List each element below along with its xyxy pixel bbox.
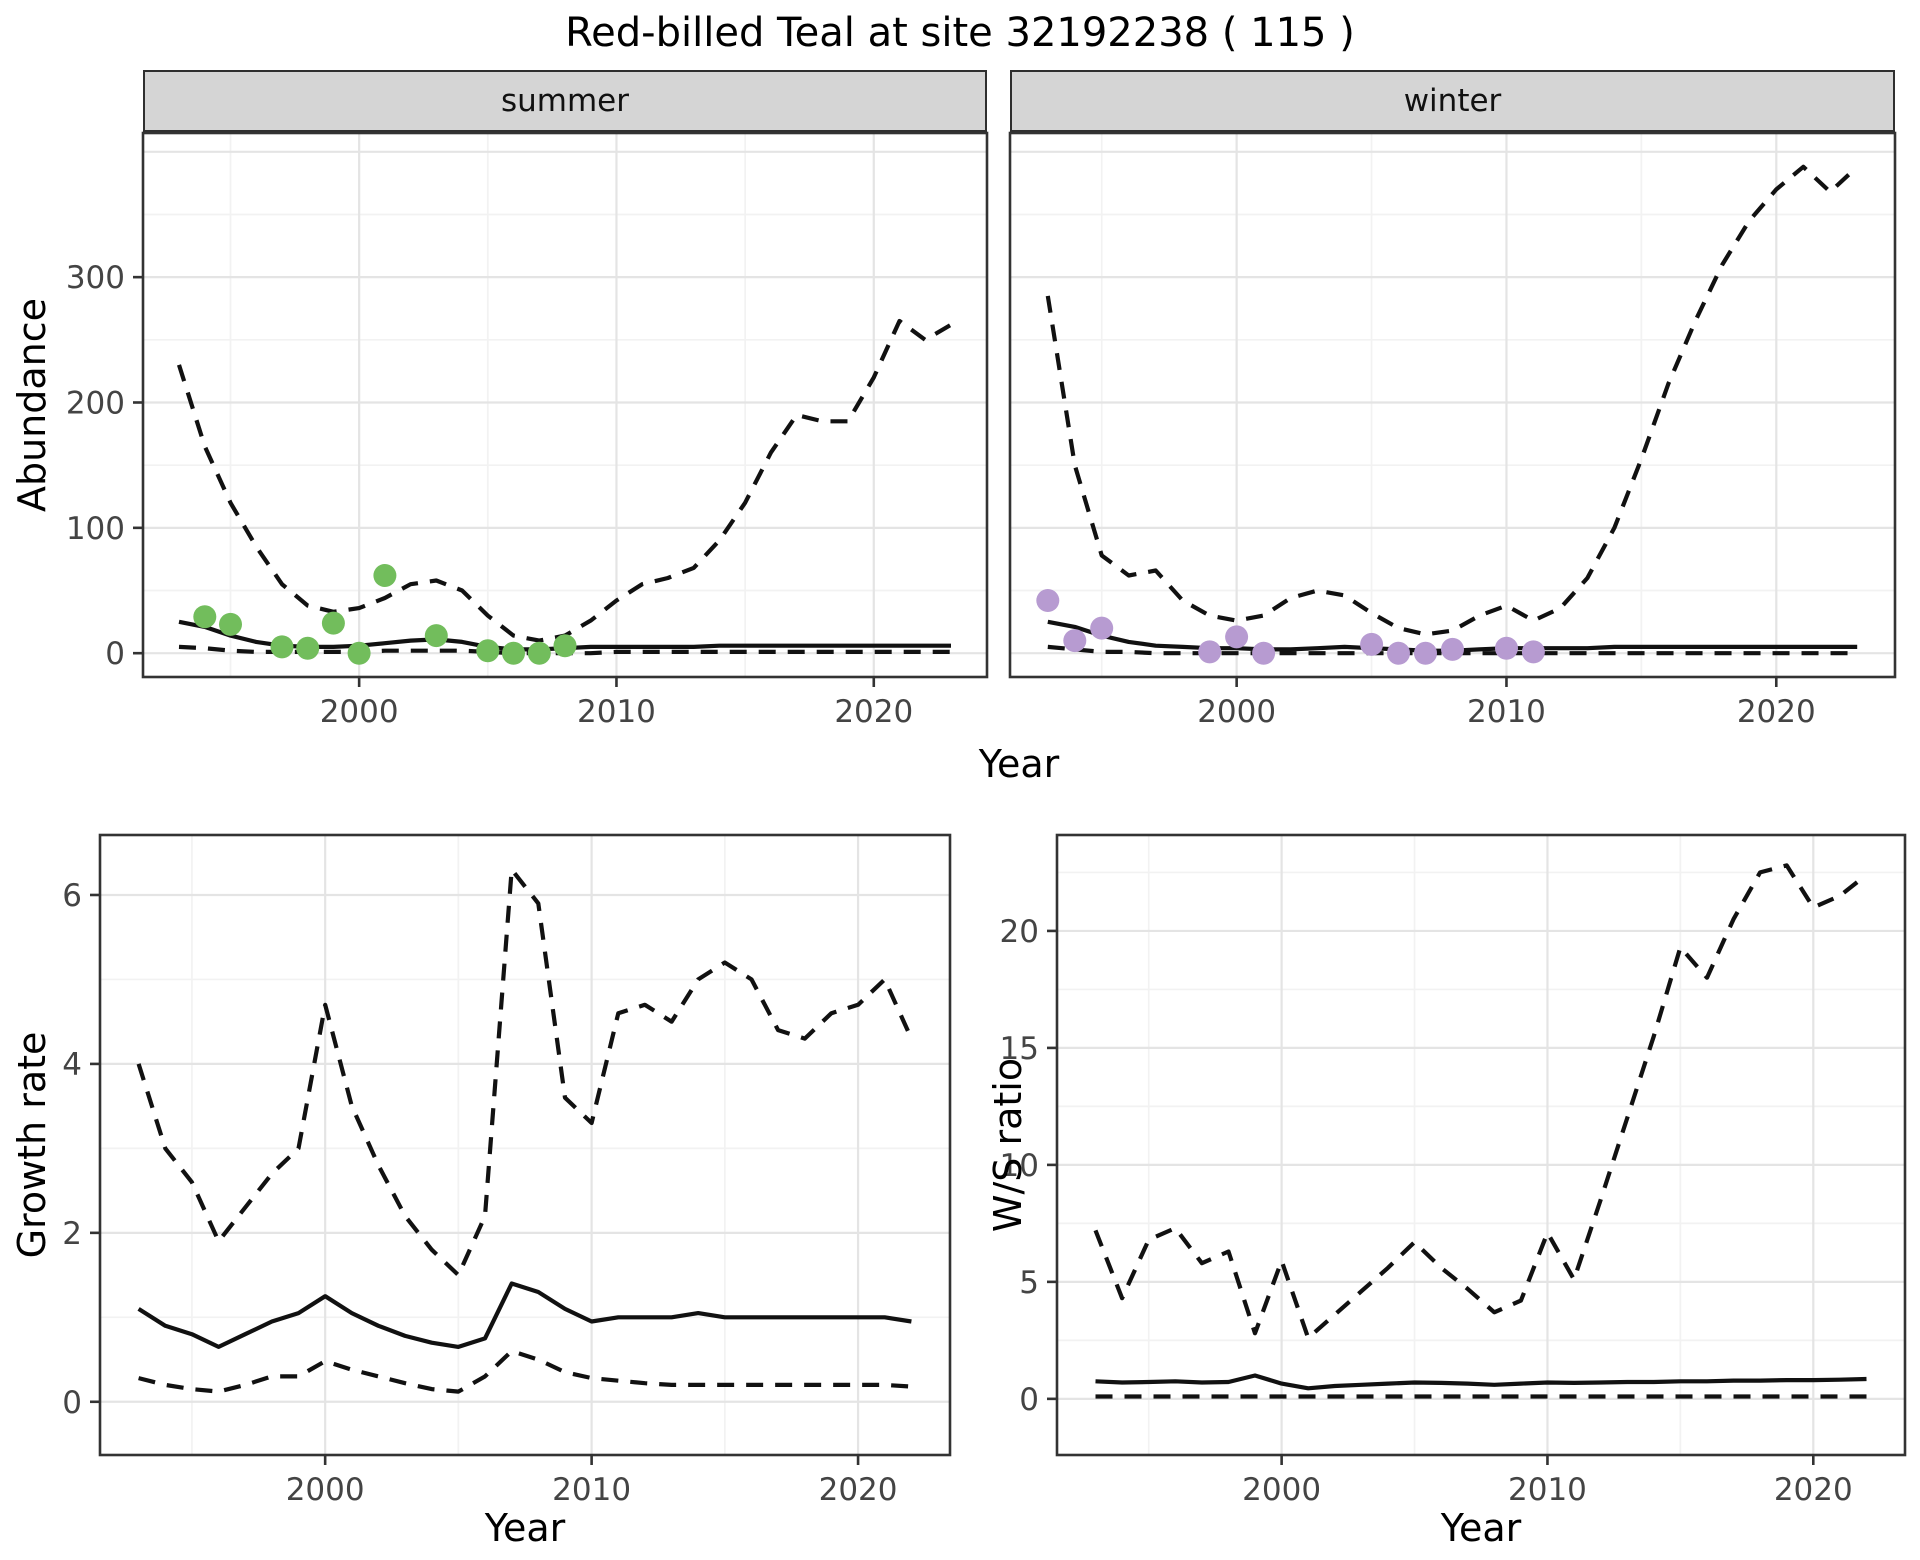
data-point <box>1225 625 1249 649</box>
x-tick-label: 2000 <box>1197 694 1276 730</box>
x-tick-label: 2000 <box>1242 1472 1321 1508</box>
y-axis-title-abundance: Abundance <box>10 297 54 513</box>
series-lower-ci <box>138 1349 912 1394</box>
observed-counts <box>193 564 577 665</box>
data-point <box>373 564 397 587</box>
data-point <box>1252 641 1276 665</box>
facet-strip-summer-label: summer <box>500 83 629 119</box>
facet-strip-winter-label: winter <box>1403 83 1502 119</box>
y-axis-title-growth-rate: Growth rate <box>10 1031 54 1259</box>
data-point <box>1414 641 1437 665</box>
panel-summer-abundance: 2000 2010 2020 0 100 200 300 <box>66 131 989 730</box>
data-point <box>1521 640 1545 664</box>
y-tick-label: 0 <box>62 1385 82 1421</box>
observed-counts <box>1036 589 1545 665</box>
x-tick-label: 2020 <box>1774 1472 1853 1508</box>
data-point <box>502 641 525 665</box>
x-tick-label: 2020 <box>834 694 913 730</box>
data-point <box>296 636 320 660</box>
data-point <box>527 641 551 665</box>
data-point <box>424 624 448 648</box>
data-point <box>1198 640 1222 664</box>
y-tick-label: 0 <box>1019 1382 1039 1418</box>
x-tick-label: 2010 <box>552 1472 631 1508</box>
data-point <box>1360 632 1384 656</box>
data-point <box>1495 636 1518 660</box>
series-upper-ci <box>176 318 953 643</box>
y-tick-label: 5 <box>1019 1265 1039 1301</box>
series-median <box>137 1281 912 1349</box>
data-point <box>321 611 345 635</box>
data-point <box>193 605 217 629</box>
y-tick-label: 10 <box>1000 1148 1039 1184</box>
data-point <box>1441 637 1464 661</box>
data-point <box>1090 616 1114 640</box>
data-point <box>347 641 371 665</box>
data-point <box>1387 641 1410 665</box>
x-tick-label: 2000 <box>320 694 399 730</box>
x-tick-label: 2010 <box>1508 1472 1587 1508</box>
panel-growth-rate: 2000 2010 2020 0 2 4 6 <box>62 833 952 1508</box>
y-tick-label: 200 <box>66 385 125 421</box>
y-tick-label: 300 <box>66 260 125 296</box>
series-upper-ci <box>1045 164 1859 637</box>
x-tick-label: 2010 <box>577 694 656 730</box>
series-median <box>1095 1373 1867 1391</box>
facet-strip-summer: summer <box>143 70 987 132</box>
data-point <box>219 612 242 636</box>
y-tick-label: 100 <box>66 511 125 547</box>
x-tick-label: 2020 <box>819 1472 898 1508</box>
panel-ws-ratio: 2000 2010 2020 0 5 10 15 20 <box>1000 833 1907 1508</box>
series-lower-ci <box>1047 644 1858 656</box>
y-axis-title-ws-ratio: W/S ratio <box>986 1057 1030 1233</box>
data-point <box>270 635 294 659</box>
facet-strip-winter: winter <box>1010 70 1895 132</box>
series-upper-ci <box>136 867 914 1278</box>
data-point <box>553 634 577 658</box>
x-tick-label: 2010 <box>1467 694 1546 730</box>
y-tick-label: 0 <box>105 636 125 672</box>
x-tick-label: 2020 <box>1737 694 1816 730</box>
y-tick-label: 6 <box>62 878 82 914</box>
y-tick-label: 15 <box>1000 1031 1039 1067</box>
y-tick-label: 4 <box>62 1047 82 1083</box>
x-tick-label: 2000 <box>286 1472 365 1508</box>
series-upper-ci <box>1093 863 1868 1341</box>
y-tick-label: 2 <box>62 1216 82 1252</box>
data-point <box>1063 629 1087 653</box>
panel-winter-abundance: 2000 2010 2020 <box>1008 131 1897 730</box>
data-point <box>1036 589 1060 612</box>
x-axis-title-year-ws: Year <box>1440 1506 1522 1550</box>
plot-title: Red-billed Teal at site 32192238 ( 115 ) <box>565 10 1355 56</box>
data-point <box>476 639 500 663</box>
x-axis-title-year-growth: Year <box>484 1506 566 1550</box>
x-axis-title-year-top: Year <box>978 742 1060 786</box>
y-tick-label: 20 <box>1000 914 1039 950</box>
